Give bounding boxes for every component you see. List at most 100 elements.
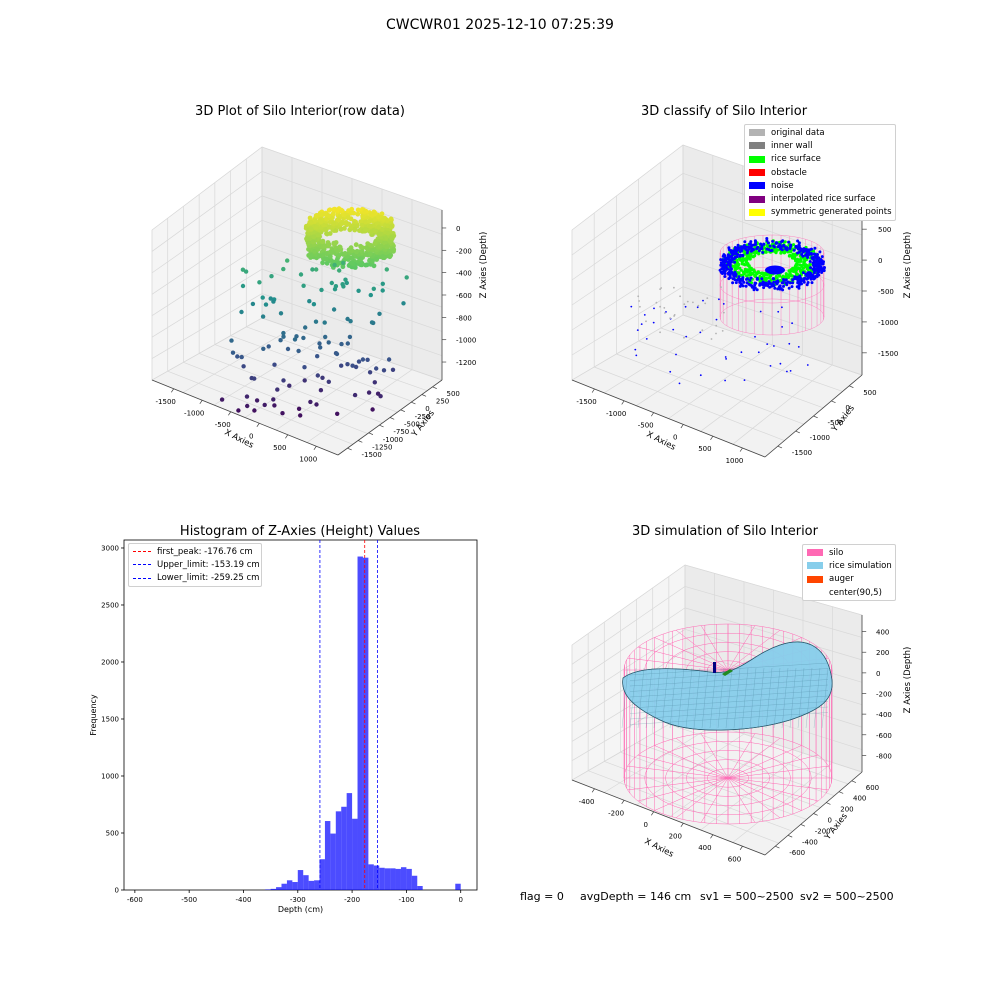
p2-point-noise xyxy=(809,277,813,281)
p2-point-noise xyxy=(757,351,760,354)
p2-point-noise xyxy=(810,281,814,285)
p3-histogram-bar xyxy=(335,811,342,890)
p2-point-original xyxy=(669,317,672,320)
p4-y-tick-label: -400 xyxy=(802,838,818,846)
p2-y-tick-label: 0 xyxy=(845,404,849,412)
p3-histogram-bar xyxy=(384,868,391,890)
legend-line-sample xyxy=(133,564,151,566)
p1-point xyxy=(341,284,346,289)
p4-mesh-line xyxy=(821,667,829,729)
p1-point xyxy=(363,262,369,268)
p1-x-tick-mark xyxy=(313,446,317,451)
p2-point-noise xyxy=(768,244,772,248)
p4-rice-surface-mesh xyxy=(621,662,829,729)
p4-grid-z xyxy=(684,564,863,616)
p2-grid-x xyxy=(636,334,743,406)
p1-point xyxy=(356,288,361,293)
p2-point-noise xyxy=(786,280,790,284)
p3-y-tick-label: 1500 xyxy=(101,715,119,723)
p1-point xyxy=(287,383,292,388)
p1-point xyxy=(244,394,250,399)
p1-point xyxy=(301,335,306,341)
p2-center-cluster xyxy=(765,265,785,275)
p4-z-axis-label: Z Axies (Depth) xyxy=(903,647,913,714)
p2-point-noise xyxy=(640,323,643,325)
p1-point xyxy=(341,260,346,265)
p4-x-tick-label: 200 xyxy=(669,832,682,840)
p2-point-rice xyxy=(778,279,783,283)
p2-y-tick-label: 500 xyxy=(863,389,876,397)
p1-point xyxy=(239,309,244,315)
p2-point-noise xyxy=(743,240,747,244)
p4-grid-z xyxy=(571,586,686,665)
p3-histogram-bar xyxy=(411,875,418,890)
p1-point xyxy=(278,311,284,316)
p1-point xyxy=(272,403,277,408)
p2-point-noise xyxy=(820,268,824,271)
p4-z-tick-label: 200 xyxy=(876,649,889,657)
p2-point-noise xyxy=(672,328,675,331)
p4-x-tick-label: 0 xyxy=(643,821,647,829)
p1-point xyxy=(275,387,280,392)
p4-y-tick-label: 400 xyxy=(853,795,866,803)
p2-point-noise xyxy=(796,251,799,255)
p2-point-noise xyxy=(816,270,820,274)
p2-point-rice xyxy=(786,275,790,280)
p4-auger-blade xyxy=(722,669,733,676)
p3-histogram-bar xyxy=(455,883,461,890)
p2-point-noise xyxy=(791,278,795,282)
p1-point xyxy=(261,346,266,351)
p4-grid-x xyxy=(603,724,715,793)
p3-histogram-bar xyxy=(379,867,385,890)
p2-grid-z xyxy=(682,286,863,348)
p2-y-tick-mark xyxy=(831,400,836,404)
p4-silo-spoke xyxy=(627,657,729,671)
p2-z-tick-label: 500 xyxy=(878,226,891,234)
p1-z-tick-label: -200 xyxy=(456,247,472,255)
p2-point-noise xyxy=(760,277,764,281)
p1-point xyxy=(260,295,265,300)
p2-point-rice xyxy=(744,260,748,264)
p1-point xyxy=(323,334,328,340)
p1-point xyxy=(326,213,332,219)
p1-y-tick-mark xyxy=(400,409,405,412)
legend-label: rice surface xyxy=(771,154,821,165)
p1-x-tick-mark xyxy=(171,388,174,393)
p2-point-noise xyxy=(734,250,737,254)
p2-point-noise xyxy=(808,260,812,263)
p2-point-noise xyxy=(762,286,766,290)
p1-point xyxy=(307,299,312,304)
p1-grid-y xyxy=(183,361,368,434)
classify-legend: original data inner wall rice surface obsta… xyxy=(744,124,896,222)
p2-point-original xyxy=(692,301,694,304)
p2-point-noise xyxy=(820,271,824,274)
p3-y-axis-label: Frequency xyxy=(89,694,98,736)
p1-point xyxy=(320,239,325,245)
p2-point-original xyxy=(723,311,725,314)
p4-grid-z xyxy=(571,564,686,646)
panel1-title: 3D Plot of Silo Interior(row data) xyxy=(195,104,405,119)
legend-entry: center(90,5) xyxy=(803,586,895,599)
legend-swatch xyxy=(749,169,765,177)
p2-point-noise xyxy=(811,261,815,265)
p1-point xyxy=(311,302,317,307)
legend-entry: inner wall xyxy=(745,139,895,152)
p1-point xyxy=(366,219,372,224)
p1-point xyxy=(339,341,344,347)
p2-point-noise xyxy=(821,262,825,266)
p4-mesh-line xyxy=(781,667,789,729)
p2-point-original xyxy=(655,301,658,304)
p2-point-noise xyxy=(737,246,741,250)
p4-y-tick-label: -200 xyxy=(815,827,831,835)
p2-point-noise xyxy=(721,254,725,258)
p2-point-noise xyxy=(725,358,727,360)
p2-point-noise xyxy=(734,281,738,285)
p2-y-tick-mark xyxy=(813,415,818,419)
p4-mesh-line xyxy=(765,667,773,729)
p2-x-tick-label: 500 xyxy=(698,445,711,453)
p1-point xyxy=(352,392,358,398)
p2-point-noise xyxy=(775,281,778,285)
p1-y-tick-mark xyxy=(347,447,352,451)
p4-y-tick-mark xyxy=(838,791,844,794)
p2-point-noise xyxy=(745,277,748,281)
